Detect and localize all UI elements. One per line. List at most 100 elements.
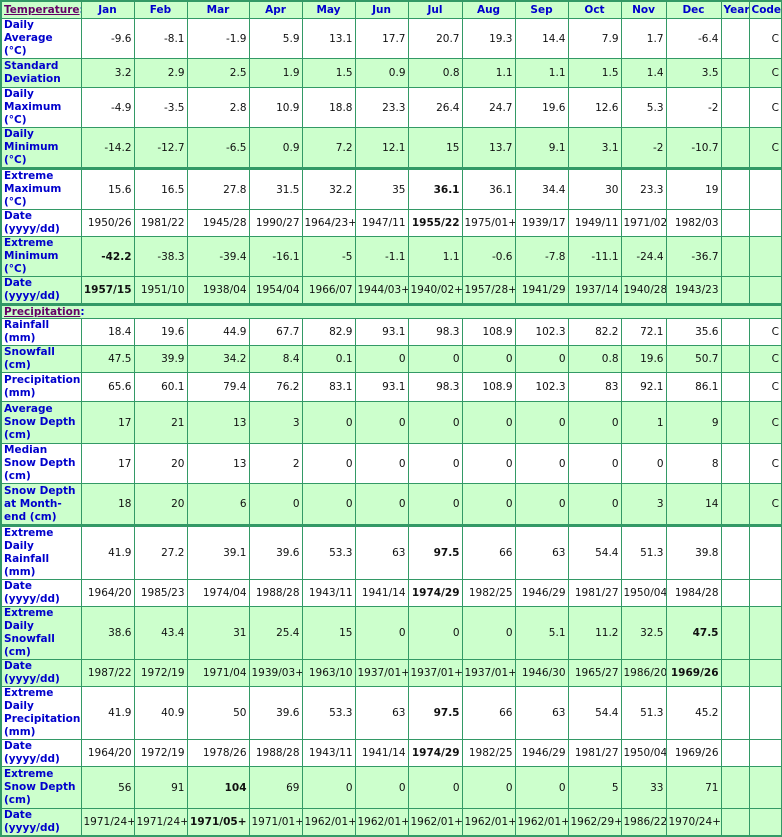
cell-value: 17.7 — [382, 32, 406, 45]
cell-value: 1.1 — [495, 67, 513, 79]
value-cell: 1949/11 — [567, 209, 622, 237]
cell-value: -42.2 — [101, 250, 132, 263]
cell-value: 1969/26 — [674, 747, 719, 759]
row-label: Average Snow Depth (cm) — [0, 401, 82, 444]
value-cell: 14 — [665, 483, 722, 526]
cell-value: 33 — [650, 781, 664, 794]
table-row: Daily Maximum (°C) -4.9 -3.5 2.8 10.9 18.8 23.… — [0, 87, 782, 128]
cell-value: -12.7 — [157, 141, 185, 154]
cell-value: 1938/04 — [202, 284, 247, 296]
precipitation-section-header: Precipitation: — [0, 303, 782, 319]
value-cell: 1962/01+ — [407, 808, 463, 837]
cell-value: 0.1 — [335, 353, 353, 365]
temperature-link[interactable]: Temperature — [4, 4, 80, 16]
column-header-year: Year — [720, 0, 750, 19]
cell-value: 0 — [398, 457, 406, 470]
cell-value: 1950/04 — [623, 747, 666, 759]
cell-value: 0.9 — [282, 141, 300, 154]
table-row: Daily Average (°C) -9.6 -8.1 -1.9 5.9 13.1 17.… — [0, 18, 782, 59]
cell-value: 2 — [292, 457, 300, 470]
cell-value: 1972/19 — [140, 667, 185, 679]
value-cell: 6 — [186, 483, 250, 526]
cell-value: 82.2 — [595, 326, 619, 338]
cell-value: 1981/22 — [140, 217, 185, 229]
cell-value: 65.6 — [108, 381, 132, 393]
cell-value: 1.1 — [442, 250, 460, 263]
cell-value: 14 — [705, 498, 719, 510]
cell-value: 6 — [239, 498, 247, 510]
value-cell: 38.6 — [80, 606, 135, 660]
table-row: Average Snow Depth (cm) 17 21 13 3 0 0 0 0 0 0 1 9 C — [0, 401, 782, 444]
value-cell: C — [748, 318, 782, 346]
precipitation-link[interactable]: Precipitation — [4, 306, 81, 318]
value-cell: -4.9 — [80, 87, 135, 128]
value-cell: 39.9 — [133, 345, 188, 373]
cell-value: 1963/10 — [308, 667, 353, 679]
value-cell: 102.3 — [514, 372, 569, 402]
cell-value: 1971/04 — [202, 667, 247, 679]
value-cell: 31 — [186, 606, 250, 660]
cell-value: 0 — [505, 457, 513, 470]
table-row: Precipitation (mm) 65.6 60.1 79.4 76.2 83.1 93… — [0, 372, 782, 402]
cell-value: 43.4 — [161, 627, 185, 639]
row-label: Precipitation (mm) — [0, 372, 82, 402]
value-cell: 50.7 — [665, 345, 722, 373]
cell-value: 3.1 — [601, 141, 619, 154]
cell-value: 39.9 — [161, 353, 185, 365]
value-cell: C — [748, 345, 782, 373]
cell-value: 3.5 — [701, 67, 719, 79]
value-cell: 97.5 — [407, 686, 463, 740]
cell-value: 31 — [233, 627, 247, 639]
value-cell: 63 — [514, 524, 569, 580]
cell-value: 1951/10 — [140, 284, 185, 296]
cell-value: 1939/03+ — [251, 667, 302, 679]
value-cell: 1.7 — [620, 18, 667, 59]
column-header-jun: Jun — [354, 0, 409, 19]
value-cell: -1.9 — [186, 18, 250, 59]
value-cell: 1951/10 — [133, 276, 188, 305]
cell-value: 1957/15 — [83, 284, 132, 296]
value-cell: 1971/05+ — [186, 808, 250, 837]
value-cell: C — [748, 483, 782, 526]
value-cell: 1984/28 — [665, 579, 722, 607]
value-cell: 0 — [248, 483, 303, 526]
value-cell: 41.9 — [80, 524, 135, 580]
table-row: Extreme Daily Rainfall (mm) 41.9 27.2 39.1 3… — [0, 524, 782, 580]
cell-value: 0 — [611, 457, 619, 470]
row-label: Extreme Daily Rainfall (mm) — [0, 524, 82, 580]
column-header-feb: Feb — [133, 0, 188, 19]
cell-value: 35 — [392, 183, 406, 196]
cell-value: 0 — [558, 498, 566, 510]
cell-value: 23.3 — [640, 183, 664, 196]
value-cell: 13.7 — [461, 127, 516, 169]
value-cell — [748, 236, 782, 277]
value-cell: 0.1 — [301, 345, 356, 373]
value-cell: 1972/19 — [133, 659, 188, 687]
cell-value: 86.1 — [695, 381, 719, 393]
value-cell: 1940/02+ — [407, 276, 463, 305]
cell-value: 27.2 — [161, 547, 185, 559]
value-cell: 26.4 — [407, 87, 463, 128]
value-cell: 1966/07 — [301, 276, 356, 305]
cell-value: 1988/28 — [255, 747, 300, 759]
value-cell: 2.9 — [133, 58, 188, 88]
cell-value: 108.9 — [482, 381, 513, 393]
cell-value: 0 — [505, 498, 513, 510]
value-cell: 1972/19 — [133, 739, 188, 767]
value-cell: 1943/11 — [301, 579, 356, 607]
cell-value: C — [771, 67, 779, 79]
cell-value: 1962/01+ — [410, 816, 462, 828]
cell-value: 0.8 — [601, 353, 619, 365]
cell-value: 24.7 — [489, 101, 513, 114]
value-cell: 2.5 — [186, 58, 250, 88]
cell-value: 20 — [171, 498, 185, 510]
cell-value: 1940/28 — [623, 284, 666, 296]
cell-value: C — [771, 101, 779, 114]
value-cell: 35 — [354, 167, 409, 210]
value-cell: 13.1 — [301, 18, 356, 59]
value-cell: 15 — [407, 127, 463, 169]
value-cell: 76.2 — [248, 372, 303, 402]
value-cell — [720, 524, 750, 580]
value-cell — [720, 579, 750, 607]
